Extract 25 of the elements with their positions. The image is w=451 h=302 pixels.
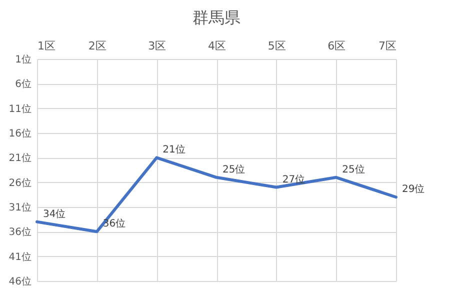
y-tick-label: 6位 (15, 78, 32, 90)
x-tick-label: 5区 (268, 40, 286, 52)
y-tick-label: 36位 (8, 226, 32, 238)
x-tick-label: 4区 (208, 40, 226, 52)
y-tick-label: 1位 (15, 54, 32, 66)
text: 21位 (162, 144, 186, 156)
line-series (36, 156, 398, 234)
text: 34位 (43, 208, 66, 220)
x-tick-label: 7区 (378, 40, 396, 52)
y-tick-label: 41位 (8, 250, 32, 263)
chart-title: 群馬県 (192, 8, 240, 27)
text: 25位 (342, 164, 365, 176)
x-tick-label: 3区 (148, 40, 166, 52)
y-tick-label: 11位 (8, 102, 32, 115)
text: 29位 (402, 184, 425, 196)
y-tick-label: 31位 (8, 202, 32, 214)
x-tick-label: 6区 (328, 40, 346, 52)
x-tick-label: 2区 (88, 40, 106, 52)
y-tick-label: 16位 (8, 128, 32, 140)
y-tick-label: 21位 (8, 152, 32, 164)
text: 25位 (222, 164, 246, 176)
text: 36位 (102, 218, 126, 230)
y-tick-label: 26位 (8, 176, 32, 189)
x-tick-label: 1区 (38, 40, 56, 52)
y-tick-label: 46位 (8, 276, 32, 288)
